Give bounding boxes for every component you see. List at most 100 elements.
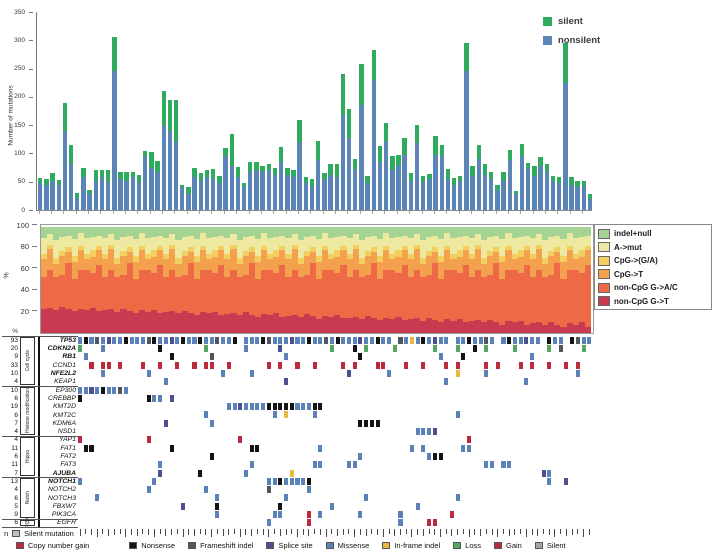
sample-tick	[588, 529, 590, 535]
spectrum-segment	[487, 320, 494, 333]
spectrum-segment	[59, 255, 66, 275]
mutation-cell	[438, 336, 443, 344]
silent-segment	[501, 172, 506, 181]
spectrum-segment	[529, 237, 537, 254]
mutation-cell	[112, 386, 117, 394]
silent-segment	[186, 187, 191, 195]
mutation-cell	[146, 436, 151, 444]
spectrum-segment	[53, 264, 60, 277]
spectrum-segment	[218, 227, 225, 236]
spectrum-column	[340, 227, 348, 333]
mutation-cell	[215, 511, 220, 518]
nonsilent-segment	[322, 178, 327, 210]
spectrum-segment	[157, 235, 164, 247]
sample-tick	[491, 529, 493, 535]
spectrum-segment	[279, 235, 286, 247]
spectrum-segment	[517, 236, 525, 251]
mutation-count-x-ticks	[36, 211, 592, 215]
spectrum-segment	[413, 245, 421, 250]
spectrum-segment	[578, 272, 586, 323]
spectrum-segment	[316, 319, 323, 333]
spectrum-segment	[389, 253, 396, 259]
stacked-bar	[167, 99, 173, 210]
spectrum-column	[126, 227, 134, 333]
spectrum-segment	[377, 255, 384, 262]
y-axis-tick-label: 350	[14, 8, 25, 16]
spectrum-legend-swatch-icon	[598, 242, 610, 253]
mutation-cell	[358, 353, 363, 361]
stacked-bar	[161, 91, 166, 210]
gene-label: NOTCH1	[48, 477, 76, 485]
spectrum-segment	[584, 265, 592, 327]
spectrum-column	[413, 227, 421, 333]
x-axis-tick-mark	[273, 211, 275, 214]
spectrum-segment	[285, 258, 293, 277]
spectrum-segment	[438, 255, 445, 262]
mutation-cell	[243, 403, 249, 411]
sample-tick	[159, 529, 161, 534]
spectrum-column	[346, 227, 354, 333]
spectrum-segment	[499, 255, 506, 262]
nonsilent-segment	[248, 171, 253, 210]
silent-segment	[316, 141, 321, 161]
spectrum-column	[47, 227, 54, 333]
mutation-cell	[278, 502, 283, 510]
spectrum-segment	[377, 278, 384, 321]
spectrum-segment	[248, 235, 256, 248]
gene-percent: 93	[10, 336, 18, 344]
spectrum-segment	[462, 235, 470, 247]
spectrum-tick-label: 80	[20, 242, 29, 252]
spectrum-segment	[499, 324, 506, 333]
spectrum-segment	[560, 278, 568, 327]
mutation-cell	[404, 361, 409, 369]
spectrum-segment	[322, 270, 329, 317]
spectrum-segment	[548, 322, 555, 333]
mutation-cell	[249, 444, 254, 452]
spectrum-segment	[316, 255, 323, 263]
gene-label: KMT2C	[52, 411, 76, 419]
spectrum-segment	[151, 236, 158, 251]
mutation-type-legend-item: Silent	[534, 541, 566, 550]
spectrum-segment	[542, 239, 549, 258]
sample-tick	[291, 529, 293, 534]
y-axis-tick-mark	[29, 40, 33, 42]
nonsilent-segment	[112, 71, 117, 210]
nonsilent-segment	[526, 169, 531, 210]
mutation-cell	[438, 353, 443, 361]
spectrum-segment	[218, 235, 225, 247]
spectrum-segment	[322, 246, 329, 251]
mutation-type-legend-item: Nonsense	[129, 541, 175, 550]
stacked-bar	[118, 171, 123, 210]
spectrum-segment	[187, 235, 195, 248]
spectrum-segment	[346, 237, 354, 254]
spectrum-segment	[438, 278, 445, 323]
mutation-cell	[152, 394, 157, 402]
mutation-cell	[284, 378, 289, 386]
spectrum-column	[41, 227, 48, 333]
silent-segment	[112, 37, 117, 72]
stacked-bar	[495, 184, 500, 210]
spectrum-segment	[175, 239, 183, 258]
mutation-cell	[284, 403, 289, 411]
x-axis-tick-mark	[124, 211, 126, 214]
spectrum-segment	[536, 270, 543, 323]
mutation-cell	[232, 336, 237, 344]
spectrum-segment	[151, 227, 158, 237]
silent-segment	[223, 147, 228, 157]
mutation-type-label: Silent	[546, 541, 566, 550]
mutation-cell	[484, 361, 489, 369]
spectrum-column	[181, 227, 189, 333]
spectrum-segment	[138, 270, 146, 310]
spectrum-segment	[468, 321, 476, 333]
spectrum-column	[138, 227, 146, 333]
spectrum-segment	[77, 233, 85, 247]
spectrum-segment	[517, 227, 525, 237]
spectrum-segment	[291, 314, 299, 333]
stacked-bar	[513, 190, 519, 210]
spectrum-segment	[96, 310, 103, 333]
mutation-cell	[467, 436, 472, 444]
sample-tick	[399, 529, 401, 535]
nonsilent-swatch-icon	[543, 36, 552, 45]
mutation-cell	[306, 511, 311, 518]
x-axis-tick-mark	[149, 211, 151, 214]
